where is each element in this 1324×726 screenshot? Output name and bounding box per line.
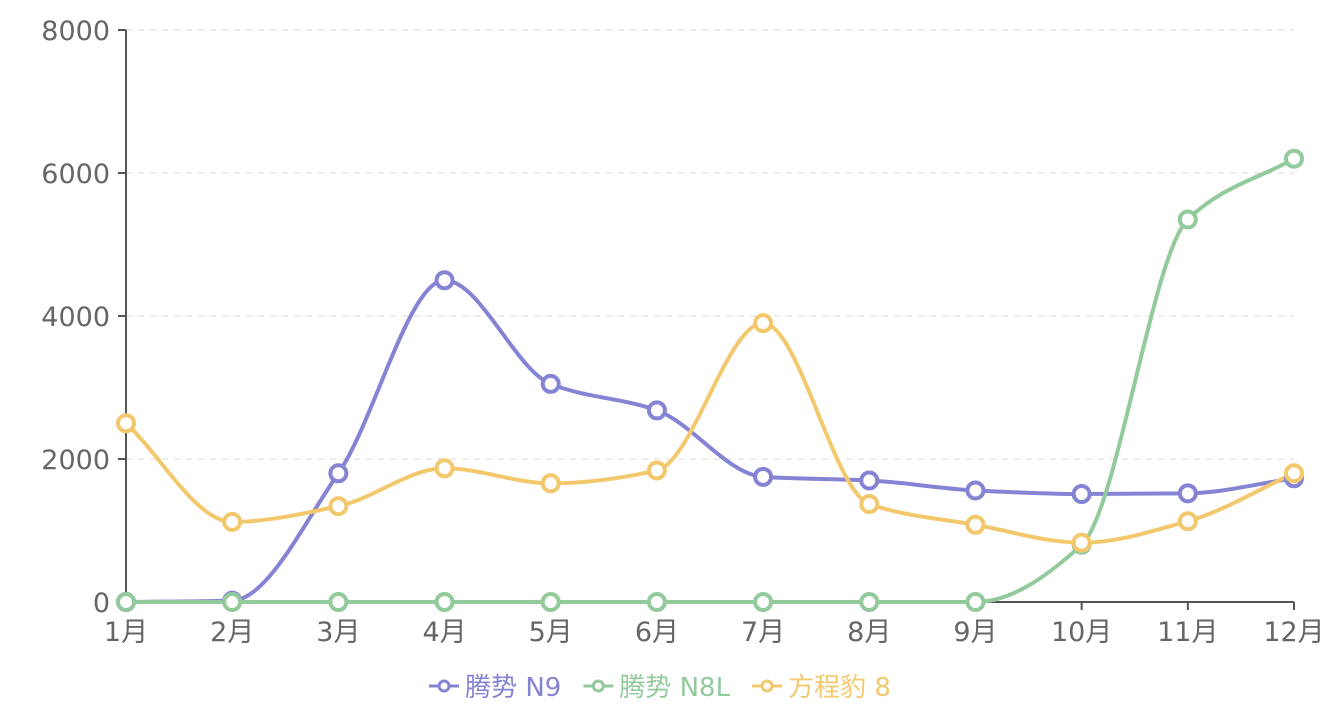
data-point[interactable] bbox=[753, 592, 774, 612]
data-point[interactable] bbox=[434, 270, 455, 291]
x-tick-label: 12月 bbox=[1263, 617, 1324, 648]
data-point[interactable] bbox=[1071, 532, 1092, 553]
data-point[interactable] bbox=[222, 511, 243, 532]
x-tick-label: 7月 bbox=[741, 617, 785, 648]
data-point[interactable] bbox=[646, 592, 667, 612]
data-point[interactable] bbox=[540, 373, 561, 394]
data-point[interactable] bbox=[1284, 463, 1304, 484]
data-point[interactable] bbox=[1177, 511, 1198, 532]
x-tick-label: 8月 bbox=[847, 617, 891, 648]
data-point[interactable] bbox=[222, 592, 243, 612]
legend-marker-icon bbox=[437, 679, 451, 693]
y-tick-label: 2000 bbox=[41, 445, 110, 476]
series-line-3 bbox=[124, 321, 1296, 545]
legend-label: 腾势 N9 bbox=[465, 673, 561, 703]
x-tick-label: 9月 bbox=[953, 617, 997, 648]
data-point[interactable] bbox=[116, 413, 136, 434]
data-point[interactable] bbox=[434, 592, 455, 612]
legend-item-2[interactable]: 腾势 N8L bbox=[583, 673, 731, 703]
data-point[interactable] bbox=[1177, 209, 1198, 230]
series-line-2 bbox=[124, 156, 1296, 604]
legend-label: 方程豹 8 bbox=[788, 673, 891, 703]
x-tick-label: 6月 bbox=[635, 617, 679, 648]
legend-marker-icon bbox=[760, 679, 774, 693]
data-point[interactable] bbox=[328, 463, 349, 484]
x-tick-label: 3月 bbox=[316, 617, 360, 648]
x-tick-label: 4月 bbox=[422, 617, 466, 648]
data-point[interactable] bbox=[328, 592, 349, 612]
y-tick-label: 0 bbox=[93, 588, 110, 619]
data-point[interactable] bbox=[540, 592, 561, 612]
data-point[interactable] bbox=[1284, 148, 1304, 169]
x-tick-label: 10月 bbox=[1051, 617, 1112, 648]
data-point[interactable] bbox=[328, 496, 349, 517]
x-tick-label: 2月 bbox=[210, 617, 254, 648]
x-tick-label: 5月 bbox=[529, 617, 573, 648]
data-point[interactable] bbox=[116, 592, 136, 612]
data-point[interactable] bbox=[859, 494, 880, 515]
legend-item-3[interactable]: 方程豹 8 bbox=[752, 673, 891, 703]
data-point[interactable] bbox=[753, 313, 774, 334]
grid-lines bbox=[126, 29, 1294, 460]
legend-marker-icon bbox=[591, 679, 605, 693]
x-tick-label: 11月 bbox=[1157, 617, 1218, 648]
legend-item-1[interactable]: 腾势 N9 bbox=[429, 673, 561, 703]
legend: 腾势 N9 腾势 N8L 方程豹 8 bbox=[429, 673, 891, 703]
data-point[interactable] bbox=[859, 470, 880, 491]
axes: 0 2000 4000 6000 8000 1月 2月 3月 4月 5月 6月 7月 8月 9月 10月 11… bbox=[41, 16, 1324, 648]
data-point[interactable] bbox=[965, 592, 986, 612]
data-point[interactable] bbox=[1071, 484, 1092, 505]
data-point[interactable] bbox=[646, 460, 667, 481]
series-lines bbox=[124, 156, 1296, 604]
x-tick-label: 1月 bbox=[104, 617, 148, 648]
data-point[interactable] bbox=[859, 592, 880, 612]
data-point[interactable] bbox=[965, 480, 986, 501]
legend-label: 腾势 N8L bbox=[619, 673, 730, 703]
data-point[interactable] bbox=[540, 473, 561, 494]
y-tick-label: 8000 bbox=[41, 16, 110, 47]
y-tick-label: 6000 bbox=[41, 159, 110, 190]
data-point[interactable] bbox=[434, 458, 455, 479]
data-point[interactable] bbox=[1177, 483, 1198, 504]
data-point[interactable] bbox=[965, 514, 986, 535]
y-tick-label: 4000 bbox=[41, 302, 110, 333]
data-point[interactable] bbox=[646, 400, 667, 421]
data-point[interactable] bbox=[753, 466, 774, 487]
data-points bbox=[116, 148, 1304, 612]
